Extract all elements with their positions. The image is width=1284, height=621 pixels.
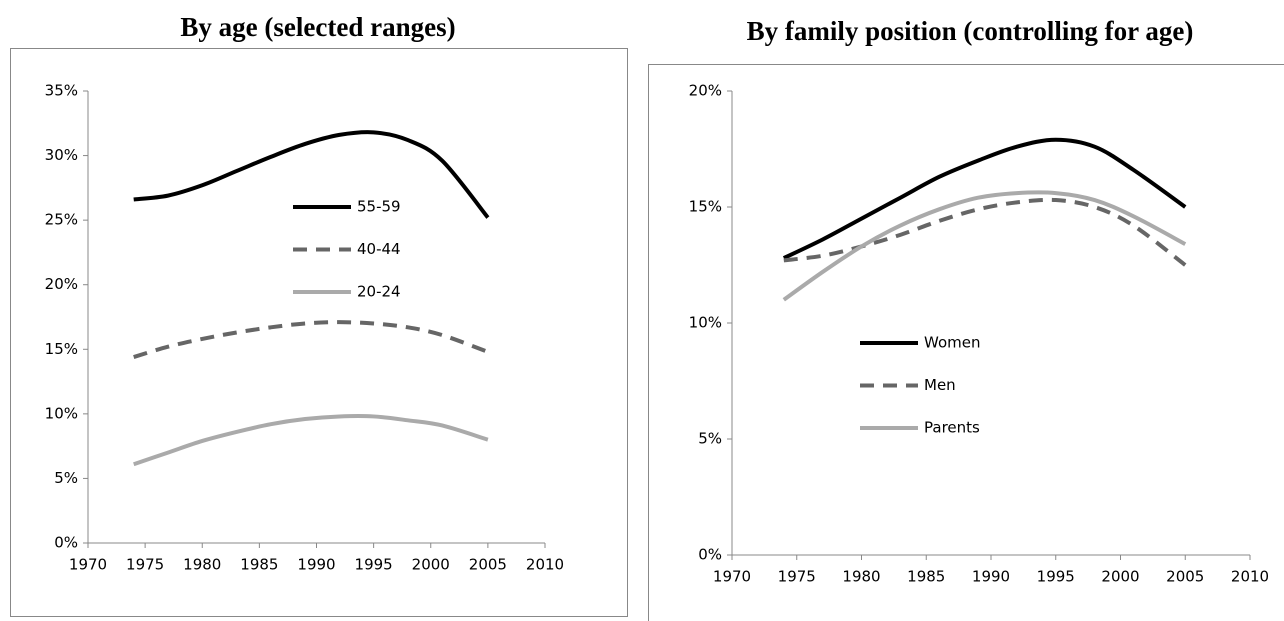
y-tick-label: 35% [45,82,78,100]
x-tick-label: 1980 [842,568,880,586]
y-tick-label: 25% [45,211,78,229]
y-tick-label: 10% [689,314,722,332]
chart-frame [648,64,1284,621]
x-tick-label: 1975 [126,556,164,574]
x-tick-label: 1975 [778,568,816,586]
x-tick-label: 2010 [526,556,564,574]
x-tick-label: 1995 [1037,568,1075,586]
legend-label: Parents [924,419,980,437]
y-tick-label: 20% [45,275,78,293]
series-line [782,190,1187,302]
x-tick-label: 1970 [69,556,107,574]
y-tick-label: 5% [698,430,722,448]
x-tick-label: 2000 [1101,568,1139,586]
y-tick-label: 0% [698,546,722,564]
y-tick-label: 15% [689,198,722,216]
legend-label: Men [924,376,956,394]
y-tick-label: 20% [689,82,722,100]
legend-label: 40-44 [357,240,401,258]
series-line [133,130,490,219]
x-tick-label: 1985 [907,568,945,586]
series-line [782,137,1187,260]
chart-frame [10,48,628,617]
x-tick-label: 2005 [1166,568,1204,586]
y-tick-label: 5% [54,469,78,487]
series-line [783,197,1187,267]
y-tick-label: 10% [45,404,78,422]
y-tick-label: 30% [45,146,78,164]
x-tick-label: 1980 [183,556,221,574]
x-tick-label: 1970 [713,568,751,586]
y-tick-label: 15% [45,340,78,358]
chart-title: By age (selected ranges) [180,12,455,42]
x-tick-label: 2000 [412,556,450,574]
x-tick-label: 2010 [1231,568,1269,586]
y-tick-label: 0% [54,534,78,552]
chart-title: By family position (controlling for age) [747,16,1194,46]
legend-label: Women [924,334,980,352]
series-line [133,320,489,359]
x-tick-label: 1995 [355,556,393,574]
x-tick-label: 1990 [972,568,1010,586]
x-tick-label: 2005 [469,556,507,574]
legend-label: 20-24 [357,283,401,301]
legend-label: 55-59 [357,198,401,216]
series-line [133,414,489,467]
x-tick-label: 1985 [240,556,278,574]
x-tick-label: 1990 [297,556,335,574]
